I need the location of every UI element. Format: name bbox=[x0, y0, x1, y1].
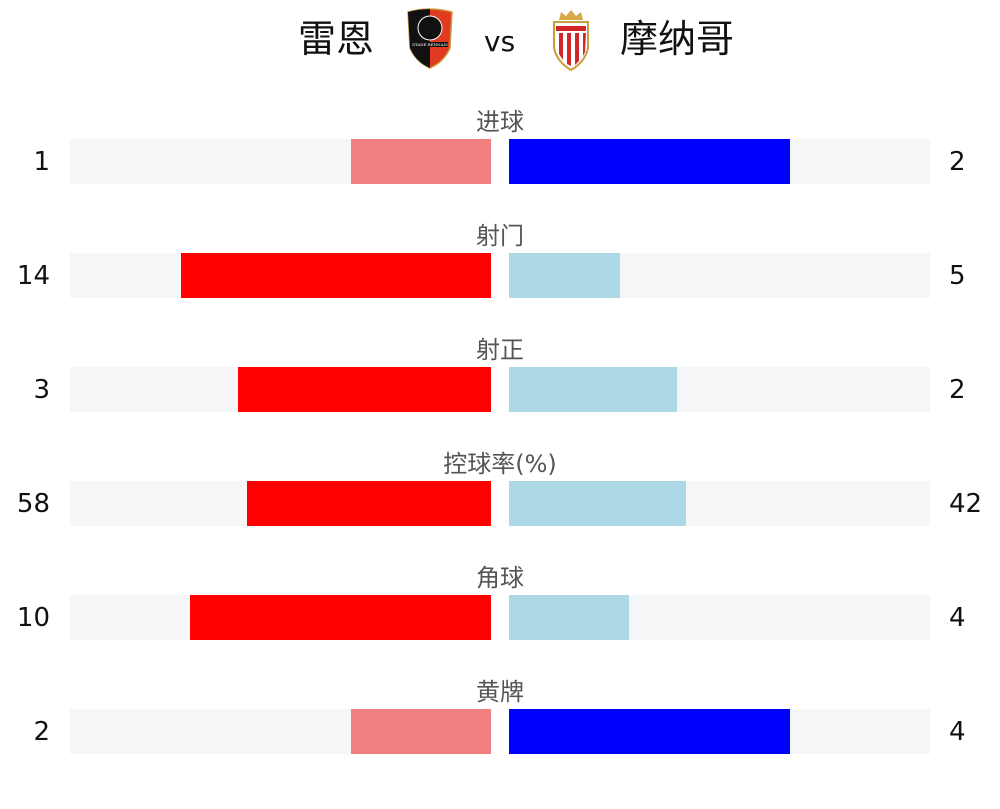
away-value: 2 bbox=[949, 375, 966, 405]
home-team-name: 雷恩 bbox=[298, 17, 375, 61]
away-value: 4 bbox=[949, 603, 966, 633]
home-bar-track bbox=[70, 253, 491, 298]
away-bar bbox=[509, 253, 620, 298]
away-bar-track bbox=[509, 481, 930, 526]
away-value: 4 bbox=[949, 717, 966, 747]
vs-label: vs bbox=[484, 25, 516, 58]
away-bar-track bbox=[509, 139, 930, 184]
home-bar-track bbox=[70, 367, 491, 412]
home-value: 1 bbox=[33, 147, 50, 177]
stat-label: 射正 bbox=[476, 336, 524, 364]
rennes-logo-icon: STADE RENNAIS bbox=[407, 8, 453, 69]
home-bar-track bbox=[70, 139, 491, 184]
home-value: 14 bbox=[16, 261, 50, 291]
home-bar bbox=[350, 139, 491, 184]
stat-label: 黄牌 bbox=[476, 678, 524, 706]
stat-row: 进球 1 2 bbox=[0, 108, 1000, 239]
away-bar-track bbox=[509, 595, 930, 640]
stat-label: 进球 bbox=[476, 108, 524, 136]
stat-row: 控球率(%) 58 42 bbox=[0, 450, 1000, 581]
away-value: 5 bbox=[949, 261, 966, 291]
home-bar bbox=[238, 367, 491, 412]
stat-label: 射门 bbox=[476, 222, 524, 250]
stat-label: 角球 bbox=[476, 564, 524, 592]
home-value: 58 bbox=[16, 489, 50, 519]
stat-row: 黄牌 2 4 bbox=[0, 678, 1000, 809]
away-bar-track bbox=[509, 253, 930, 298]
home-bar-track bbox=[70, 709, 491, 754]
stat-row: 射门 14 5 bbox=[0, 222, 1000, 353]
monaco-logo-icon bbox=[553, 10, 589, 72]
away-value: 2 bbox=[949, 147, 966, 177]
match-header: 雷恩 STADE RENNAIS vs 摩纳哥 bbox=[0, 0, 1000, 80]
stat-row: 角球 10 4 bbox=[0, 564, 1000, 695]
away-bar-track bbox=[509, 709, 930, 754]
svg-text:STADE RENNAIS: STADE RENNAIS bbox=[412, 42, 448, 47]
home-bar-track bbox=[70, 481, 491, 526]
away-bar bbox=[509, 709, 790, 754]
home-bar bbox=[190, 595, 491, 640]
away-bar-track bbox=[509, 367, 930, 412]
away-bar bbox=[509, 595, 630, 640]
away-bar bbox=[509, 367, 678, 412]
home-value: 3 bbox=[33, 375, 50, 405]
stat-row: 射正 3 2 bbox=[0, 336, 1000, 467]
home-value: 2 bbox=[33, 717, 50, 747]
home-bar bbox=[180, 253, 491, 298]
home-value: 10 bbox=[16, 603, 50, 633]
home-bar bbox=[246, 481, 491, 526]
home-bar-track bbox=[70, 595, 491, 640]
away-value: 42 bbox=[949, 489, 983, 519]
home-bar bbox=[350, 709, 491, 754]
away-bar bbox=[509, 481, 686, 526]
stat-label: 控球率(%) bbox=[443, 450, 557, 478]
away-team-name: 摩纳哥 bbox=[620, 17, 735, 61]
away-bar bbox=[509, 139, 790, 184]
